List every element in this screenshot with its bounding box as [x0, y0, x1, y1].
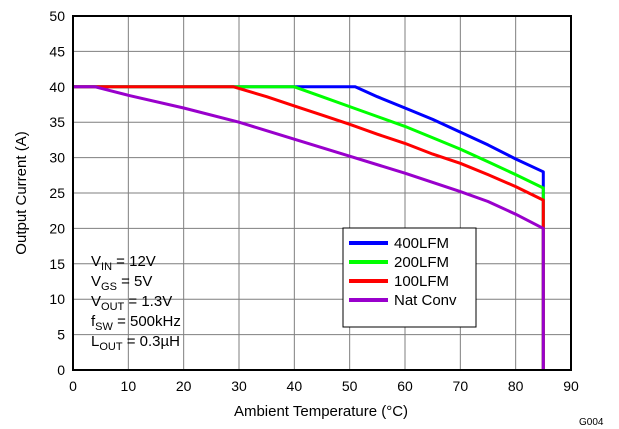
legend-label: 400LFM [394, 235, 449, 252]
condition-subscript: SW [95, 321, 113, 333]
x-tick-label: 40 [287, 378, 303, 394]
condition-symbol: V [91, 253, 101, 270]
y-tick-label: 20 [49, 220, 65, 236]
y-axis-title: Output Current (A) [13, 131, 30, 254]
condition-text: VIN = 12V [91, 253, 156, 273]
x-tick-label: 90 [563, 378, 579, 394]
condition-subscript: OUT [99, 341, 123, 353]
y-tick-label: 0 [57, 362, 65, 378]
plot-frame [72, 15, 572, 371]
grid-lines [73, 16, 571, 370]
x-tick-label: 20 [176, 378, 192, 394]
condition-value: = 500kHz [113, 313, 181, 330]
x-tick-label: 50 [342, 378, 358, 394]
series-lines [73, 85, 545, 370]
condition-subscript: GS [101, 281, 117, 293]
condition-value: = 0.3µH [123, 333, 180, 350]
legend-label: 200LFM [394, 254, 449, 271]
legend-label: Nat Conv [394, 292, 457, 309]
y-tick-label: 5 [57, 327, 65, 343]
y-tick-label: 50 [49, 8, 65, 24]
condition-text: VGS = 5V [91, 273, 152, 293]
condition-text: fSW = 500kHz [91, 313, 181, 333]
condition-symbol: V [91, 273, 101, 290]
series-line-nat-conv [73, 85, 545, 370]
x-tick-label: 80 [508, 378, 524, 394]
x-tick-label: 0 [69, 378, 77, 394]
x-tick-label: 60 [397, 378, 413, 394]
condition-symbol: V [91, 293, 101, 310]
condition-subscript: OUT [101, 301, 125, 313]
condition-value: = 1.3V [124, 293, 172, 310]
tick-labels: 0 10 20 30 40 50 60 70 80 90 0 5 10 15 20 25 30 35 40 45 50 [49, 8, 579, 394]
y-tick-label: 40 [49, 79, 65, 95]
x-tick-label: 70 [453, 378, 469, 394]
series-line-200lfm [73, 85, 545, 370]
series-line-400lfm [73, 85, 545, 370]
condition-text: LOUT = 0.3µH [91, 333, 180, 353]
y-tick-label: 30 [49, 150, 65, 166]
x-tick-label: 30 [231, 378, 247, 394]
condition-value: = 12V [112, 253, 156, 270]
x-tick-label: 10 [121, 378, 137, 394]
series-line-100lfm [73, 85, 545, 370]
condition-text: VOUT = 1.3V [91, 293, 172, 313]
y-tick-label: 45 [49, 43, 65, 59]
y-tick-label: 10 [49, 291, 65, 307]
legend-label: 100LFM [394, 273, 449, 290]
y-tick-label: 25 [49, 185, 65, 201]
condition-value: = 5V [117, 273, 152, 290]
y-tick-label: 15 [49, 256, 65, 272]
y-tick-label: 35 [49, 114, 65, 130]
legend: 400LFM 200LFM 100LFM Nat Conv [342, 227, 477, 328]
condition-subscript: IN [101, 261, 112, 273]
figure-code: G004 [579, 417, 604, 428]
condition-symbol: L [91, 333, 99, 350]
x-axis-title: Ambient Temperature (°C) [234, 403, 408, 420]
condition-symbol: f [91, 313, 96, 330]
